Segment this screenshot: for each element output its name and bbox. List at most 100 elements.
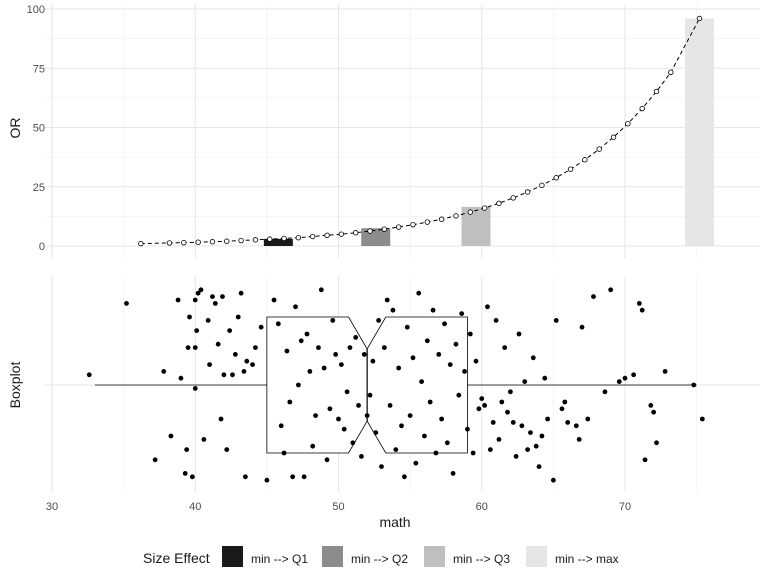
data-point xyxy=(416,290,422,296)
or-point xyxy=(696,15,703,22)
data-point xyxy=(444,440,450,446)
data-point xyxy=(287,399,293,405)
data-point xyxy=(321,365,327,371)
data-point xyxy=(485,304,490,310)
data-point xyxy=(235,314,241,320)
or-point xyxy=(238,237,244,244)
data-point xyxy=(424,338,430,344)
data-point xyxy=(168,433,174,439)
or-point xyxy=(181,239,187,246)
data-point xyxy=(356,403,361,408)
data-point xyxy=(220,294,225,299)
data-point xyxy=(244,358,250,364)
or-point xyxy=(295,235,302,241)
data-point xyxy=(187,314,192,320)
data-point xyxy=(298,338,304,344)
data-point xyxy=(258,324,264,330)
data-point xyxy=(470,450,476,456)
data-point xyxy=(559,406,565,412)
data-point xyxy=(542,375,548,381)
data-point xyxy=(189,474,195,480)
data-point xyxy=(401,474,407,480)
data-point xyxy=(201,437,207,442)
or-point xyxy=(596,146,602,152)
legend-key-1 xyxy=(222,546,243,567)
data-point xyxy=(622,375,628,381)
data-point xyxy=(662,369,668,374)
or-point xyxy=(553,175,559,181)
data-point xyxy=(338,362,344,367)
data-point xyxy=(427,399,433,405)
effect-bar-4 xyxy=(684,18,714,247)
data-point xyxy=(238,290,244,296)
x-tick-label: 30 xyxy=(46,501,58,513)
or-point xyxy=(481,205,488,211)
data-point xyxy=(253,345,258,350)
data-point xyxy=(433,450,439,456)
data-point xyxy=(528,430,533,435)
y-tick-label: 100 xyxy=(27,4,45,16)
data-point xyxy=(301,474,307,480)
legend-label-2: min --> Q2 xyxy=(351,552,408,566)
effect-bar-3 xyxy=(461,206,491,246)
data-point xyxy=(341,426,347,432)
or-point xyxy=(610,134,617,140)
data-point xyxy=(536,464,542,469)
data-point xyxy=(387,403,393,408)
data-point xyxy=(533,443,539,449)
data-point xyxy=(651,409,657,415)
or-point xyxy=(539,182,545,189)
data-point xyxy=(344,389,350,395)
data-point xyxy=(250,362,255,367)
data-point xyxy=(182,471,188,476)
data-point xyxy=(275,321,281,327)
data-point xyxy=(310,443,316,449)
data-point xyxy=(579,324,585,330)
data-point xyxy=(376,318,382,323)
or-point xyxy=(281,235,287,242)
data-point xyxy=(367,392,373,398)
or-point xyxy=(582,157,588,163)
data-point xyxy=(608,287,614,293)
data-point xyxy=(264,477,270,483)
data-point xyxy=(539,433,545,439)
data-point xyxy=(522,379,528,384)
or-point xyxy=(639,105,645,112)
data-point xyxy=(215,341,221,347)
data-point xyxy=(178,375,184,381)
data-point xyxy=(410,355,416,361)
data-point xyxy=(333,352,339,357)
effect-bar-1 xyxy=(263,238,293,246)
or-axis-title: OR xyxy=(7,118,23,139)
data-point xyxy=(207,362,212,367)
data-point xyxy=(490,420,496,425)
data-point xyxy=(519,423,525,429)
data-point xyxy=(573,423,579,429)
data-point xyxy=(407,413,413,418)
or-point xyxy=(424,219,431,225)
data-point xyxy=(278,423,284,429)
data-point xyxy=(316,345,321,350)
or-point xyxy=(668,69,674,75)
data-point xyxy=(271,297,277,303)
data-point xyxy=(404,324,410,330)
or-point xyxy=(324,232,330,239)
legend: Size Effect min --> Q1 min --> Q2 min --> Q… xyxy=(143,546,619,567)
or-panel: 0 25 50 75 100 OR xyxy=(7,4,760,258)
data-point xyxy=(510,420,516,425)
x-tick-label: 70 xyxy=(619,501,631,513)
data-point xyxy=(384,297,390,303)
data-point xyxy=(505,409,510,415)
data-point xyxy=(393,447,399,452)
or-point xyxy=(310,233,316,240)
data-point xyxy=(284,348,290,354)
x-tick-label: 50 xyxy=(332,501,344,513)
data-point xyxy=(456,392,462,398)
data-point xyxy=(281,450,287,456)
or-point xyxy=(166,240,173,246)
or-point xyxy=(338,231,345,237)
or-point xyxy=(496,200,502,207)
or-point xyxy=(467,209,473,215)
data-point xyxy=(493,318,499,323)
